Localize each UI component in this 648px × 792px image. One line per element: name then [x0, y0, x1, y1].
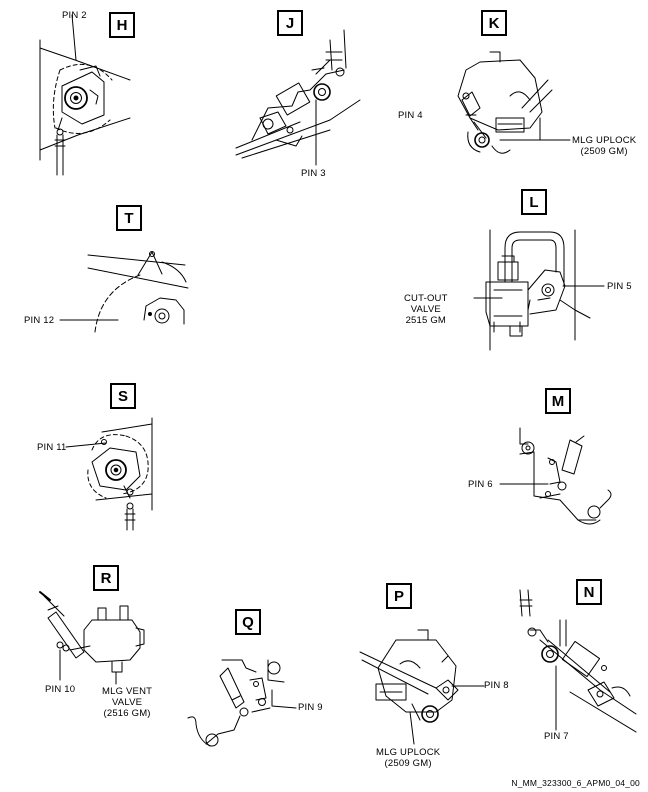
view-l-part-line-2: VALVE [410, 304, 441, 315]
view-r-badge: R [93, 565, 119, 591]
view-m-badge: M [545, 388, 571, 414]
view-r-part-label: MLG VENT VALVE (2516 GM) [102, 686, 152, 719]
view-s-pin-label: PIN 11 [37, 442, 67, 453]
view-s-drawing [65, 417, 153, 531]
view-l-drawing [473, 229, 605, 351]
view-r-pin-label: PIN 10 [45, 684, 76, 695]
view-h-badge: H [109, 12, 135, 38]
view-j-badge: J [277, 10, 303, 36]
view-m-pin-label: PIN 6 [468, 479, 493, 490]
view-s-badge: S [110, 383, 136, 409]
view-h-drawing [39, 14, 131, 176]
view-q-drawing [187, 659, 297, 747]
view-k-drawing [457, 51, 571, 154]
view-p-part-line-1: MLG UPLOCK [376, 747, 441, 758]
view-j-drawing [235, 29, 361, 166]
view-k-badge: K [481, 10, 507, 36]
view-p-part-line-2: (2509 GM) [384, 758, 432, 769]
view-p-part-label: MLG UPLOCK (2509 GM) [376, 747, 440, 769]
view-l-part-line-3: 2515 GM [405, 315, 447, 326]
view-k-pin-label: PIN 4 [398, 110, 423, 121]
view-r-part-line-2: VALVE [111, 697, 143, 708]
view-r-part-line-1: MLG VENT [102, 686, 153, 697]
view-p-drawing [359, 629, 485, 745]
view-t-badge: T [116, 205, 142, 231]
view-l-part-label: CUT-OUT VALVE 2515 GM [404, 293, 448, 326]
view-l-badge: L [521, 189, 547, 215]
view-k-part-label: MLG UPLOCK (2509 GM) [572, 135, 636, 157]
view-k-part-line-2: (2509 GM) [580, 146, 628, 157]
view-r-part-line-3: (2516 GM) [103, 708, 151, 719]
view-m-drawing [499, 427, 612, 525]
view-r-drawing [39, 591, 145, 685]
drawing-reference: N_MM_323300_6_APM0_04_00 [511, 778, 640, 788]
view-j-pin-label: PIN 3 [301, 168, 326, 179]
view-n-pin-label: PIN 7 [544, 731, 569, 742]
view-h-pin-label: PIN 2 [62, 10, 87, 21]
view-n-drawing [519, 589, 637, 733]
view-p-pin-label: PIN 8 [484, 680, 509, 691]
view-q-pin-label: PIN 9 [298, 702, 323, 713]
view-k-part-line-1: MLG UPLOCK [572, 135, 637, 146]
view-t-pin-label: PIN 12 [24, 315, 55, 326]
view-l-pin-label: PIN 5 [607, 281, 632, 292]
view-n-badge: N [576, 579, 602, 605]
view-t-drawing [59, 251, 189, 333]
view-q-badge: Q [235, 609, 261, 635]
view-p-badge: P [386, 583, 412, 609]
view-l-part-line-1: CUT-OUT [404, 293, 448, 304]
